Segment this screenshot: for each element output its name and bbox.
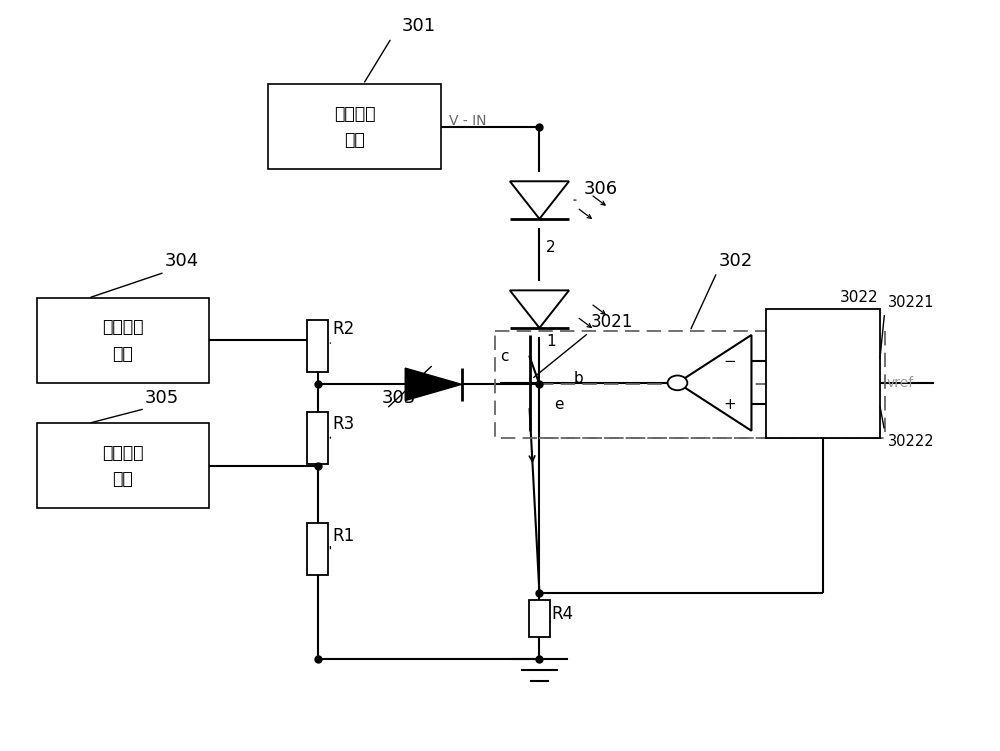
Text: 30222: 30222 [888, 433, 934, 448]
Text: −: − [723, 354, 736, 369]
Text: 电压采样
装置: 电压采样 装置 [102, 444, 144, 488]
Text: e: e [554, 397, 564, 412]
Bar [766, 309, 880, 438]
Text: R4: R4 [551, 605, 573, 623]
Bar [307, 320, 328, 372]
Bar [37, 424, 209, 508]
Text: 2: 2 [546, 240, 556, 255]
Bar [268, 84, 441, 169]
Text: R2: R2 [332, 320, 355, 338]
Text: 前端电压
装置: 前端电压 装置 [334, 104, 375, 149]
Text: 305: 305 [145, 389, 179, 407]
Bar [307, 412, 328, 464]
Text: 30221: 30221 [888, 295, 934, 310]
Polygon shape [678, 335, 751, 431]
Text: 1: 1 [546, 334, 556, 349]
Bar [307, 523, 328, 575]
Text: 304: 304 [165, 252, 199, 270]
Text: +: + [723, 397, 736, 412]
Text: c: c [500, 348, 509, 363]
Text: 3022: 3022 [840, 290, 879, 305]
Text: 303: 303 [382, 389, 416, 407]
Text: vref: vref [887, 376, 914, 390]
Polygon shape [510, 291, 569, 328]
Bar [529, 600, 550, 637]
Text: R1: R1 [332, 526, 355, 544]
Polygon shape [510, 181, 569, 219]
Bar [37, 298, 209, 383]
Text: V - IN: V - IN [449, 114, 486, 128]
Text: R3: R3 [332, 415, 355, 433]
Text: 辅助电压
装置: 辅助电压 装置 [102, 318, 144, 363]
Text: 306: 306 [584, 180, 618, 198]
Polygon shape [405, 368, 462, 400]
Text: 3021: 3021 [591, 313, 633, 331]
Circle shape [668, 376, 687, 391]
Text: 302: 302 [719, 252, 753, 270]
Text: 301: 301 [401, 17, 436, 35]
Text: b: b [574, 371, 584, 386]
